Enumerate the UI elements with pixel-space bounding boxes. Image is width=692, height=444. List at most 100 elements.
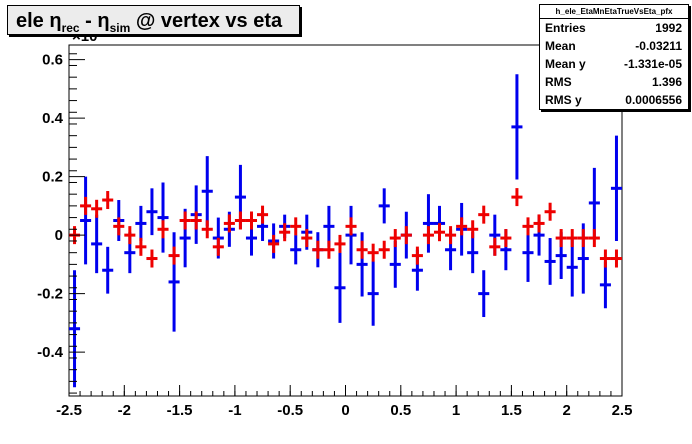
x-tick-label: 2 — [563, 402, 571, 419]
blue-point — [566, 238, 578, 297]
x-tick-label: 1.5 — [501, 402, 522, 419]
red-point — [445, 226, 457, 245]
x-tick-label: -1 — [228, 402, 241, 419]
x-tick-label: 0 — [341, 402, 349, 419]
red-point — [533, 214, 545, 233]
red-point — [433, 223, 446, 242]
red-point — [411, 246, 423, 265]
y-tick-label: 0.6 — [42, 52, 63, 69]
blue-point — [511, 74, 523, 180]
red-point — [478, 205, 490, 224]
red-point — [168, 246, 180, 265]
blue-point — [102, 246, 114, 294]
title-part: ele η — [16, 10, 62, 32]
red-point — [179, 211, 191, 230]
red-point — [268, 234, 280, 253]
x-tick-label: 1 — [452, 402, 460, 419]
blue-point — [91, 214, 103, 274]
stats-row-rms-y: RMS y 0.0006556 — [545, 93, 682, 107]
red-point — [212, 237, 224, 256]
blue-point — [334, 252, 346, 323]
red-point — [467, 220, 479, 239]
y-tick-label: -0.2 — [37, 286, 63, 303]
red-point — [312, 240, 324, 259]
blue-point — [146, 188, 158, 236]
title-sub-rec: rec — [61, 21, 80, 35]
blue-point — [135, 205, 147, 241]
red-point — [400, 226, 412, 245]
red-point — [345, 217, 357, 236]
red-point — [356, 240, 368, 259]
red-point — [223, 214, 235, 233]
red-point — [190, 211, 202, 230]
x-tick-label: 0.5 — [390, 402, 411, 419]
stats-row-mean-y: Mean y -1.331e-05 — [545, 57, 682, 71]
red-point — [334, 234, 346, 253]
y-tick-label: 0 — [55, 227, 63, 244]
red-point — [80, 196, 92, 215]
blue-point — [544, 238, 556, 285]
red-point — [279, 223, 291, 242]
red-point — [135, 237, 147, 256]
blue-point — [290, 235, 302, 265]
red-point — [201, 220, 213, 239]
x-tick-label: 2.5 — [612, 402, 633, 419]
blue-point — [599, 261, 611, 309]
stats-row-rms: RMS 1.396 — [545, 75, 682, 89]
y-tick-label: 0.2 — [42, 169, 63, 186]
red-point — [456, 217, 468, 236]
red-point — [234, 211, 246, 230]
chart-title: ele ηrec - ηsim @ vertex vs eta — [7, 5, 300, 35]
title-part: - η — [79, 10, 110, 32]
stats-hist-name: h_ele_EtaMnEtaTrueVsEta_pfx — [540, 5, 688, 19]
red-point — [544, 202, 556, 221]
red-point — [113, 217, 125, 236]
red-point — [290, 217, 302, 236]
x-tick-label: -0.5 — [277, 402, 303, 419]
blue-point — [367, 261, 379, 326]
red-point — [511, 188, 523, 207]
blue-point — [478, 270, 490, 318]
red-point — [146, 249, 158, 268]
red-point — [599, 249, 611, 268]
red-point — [389, 229, 401, 248]
red-point — [301, 229, 313, 248]
y-tick-label: 0.4 — [42, 110, 64, 127]
red-point — [500, 229, 512, 248]
red-point — [577, 229, 589, 248]
x-tick-label: -1.5 — [167, 402, 193, 419]
y-tick-label: -0.4 — [37, 344, 64, 361]
title-part: @ vertex vs eta — [130, 10, 283, 32]
stats-box: h_ele_EtaMnEtaTrueVsEta_pfx Entries 1992 … — [539, 4, 689, 110]
blue-point — [201, 156, 213, 227]
red-point — [257, 205, 269, 224]
x-tick-label: -2 — [118, 402, 131, 419]
stats-row-mean: Mean -0.03211 — [545, 39, 682, 53]
red-point — [522, 217, 534, 236]
red-point — [422, 226, 434, 245]
red-point — [367, 243, 379, 262]
title-sub-sim: sim — [109, 21, 131, 35]
blue-point — [69, 270, 81, 388]
stats-row-entries: Entries 1992 — [545, 21, 682, 35]
red-point — [157, 220, 169, 239]
red-point — [378, 240, 390, 259]
red-point — [91, 199, 103, 218]
red-point — [566, 229, 578, 248]
blue-point — [610, 135, 622, 241]
blue-point — [323, 205, 335, 247]
red-point — [124, 226, 136, 245]
red-point — [610, 249, 622, 268]
blue-point — [378, 188, 390, 224]
x-tick-label: -2.5 — [56, 402, 82, 419]
blue-point — [157, 182, 169, 253]
red-point — [102, 191, 114, 210]
red-point — [323, 240, 335, 259]
red-point — [555, 229, 567, 248]
red-point — [489, 237, 501, 256]
blue-point — [80, 176, 92, 265]
blue-point — [588, 167, 600, 239]
blue-point — [467, 232, 479, 274]
blue-point — [389, 240, 401, 288]
